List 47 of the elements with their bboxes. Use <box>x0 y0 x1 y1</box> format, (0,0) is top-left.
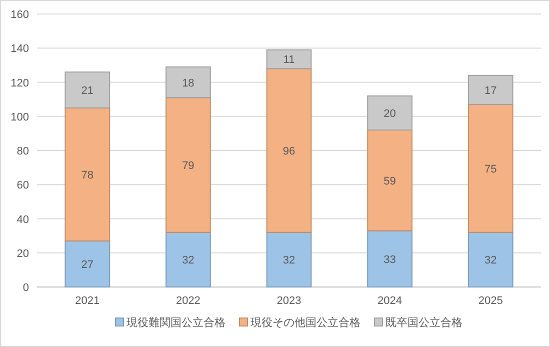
y-tick-label: 40 <box>16 214 29 226</box>
bar <box>367 95 412 131</box>
bar <box>166 97 211 233</box>
data-label: 21 <box>81 84 94 97</box>
bar <box>266 68 312 233</box>
y-tick-label: 80 <box>16 146 29 158</box>
x-tick-label: 2025 <box>478 295 503 307</box>
data-label: 78 <box>81 169 94 182</box>
bar <box>64 107 110 242</box>
y-tick-label: 140 <box>10 43 29 56</box>
data-label: 32 <box>282 254 296 267</box>
data-label: 96 <box>282 146 296 158</box>
data-label: 75 <box>484 163 497 176</box>
bar <box>266 49 312 70</box>
data-label: 32 <box>182 254 194 267</box>
bar <box>166 232 211 288</box>
bar <box>468 104 514 233</box>
bar <box>367 230 412 288</box>
data-label: 17 <box>484 84 497 97</box>
bar <box>64 72 110 108</box>
data-label: 11 <box>283 54 295 66</box>
bar <box>468 232 514 288</box>
data-label: 20 <box>384 108 396 120</box>
data-label: 32 <box>484 254 497 267</box>
legend-label: 現役難関国公立合格 <box>126 316 226 329</box>
bar <box>166 66 211 98</box>
x-tick-label: 2021 <box>75 295 100 307</box>
bar <box>367 130 412 232</box>
x-tick-label: 2023 <box>276 295 302 307</box>
legend-label: 既卒国公立合格 <box>386 316 462 329</box>
legend-label: 現役その他国公立合格 <box>250 316 360 329</box>
bar <box>64 240 110 288</box>
bar <box>266 232 312 288</box>
y-tick-label: 120 <box>10 77 29 90</box>
y-tick-label: 0 <box>22 282 29 294</box>
x-tick-label: 2022 <box>176 295 200 307</box>
bar <box>468 74 514 105</box>
x-tick-label: 2024 <box>378 295 402 307</box>
y-tick-label: 60 <box>16 180 29 192</box>
data-label: 27 <box>81 258 94 271</box>
data-label: 18 <box>182 77 194 90</box>
y-tick-label: 160 <box>10 9 29 21</box>
data-label: 33 <box>384 254 396 266</box>
y-tick-label: 20 <box>16 248 29 260</box>
data-label: 59 <box>384 175 396 188</box>
data-label: 79 <box>182 160 194 172</box>
y-tick-label: 100 <box>10 111 29 124</box>
